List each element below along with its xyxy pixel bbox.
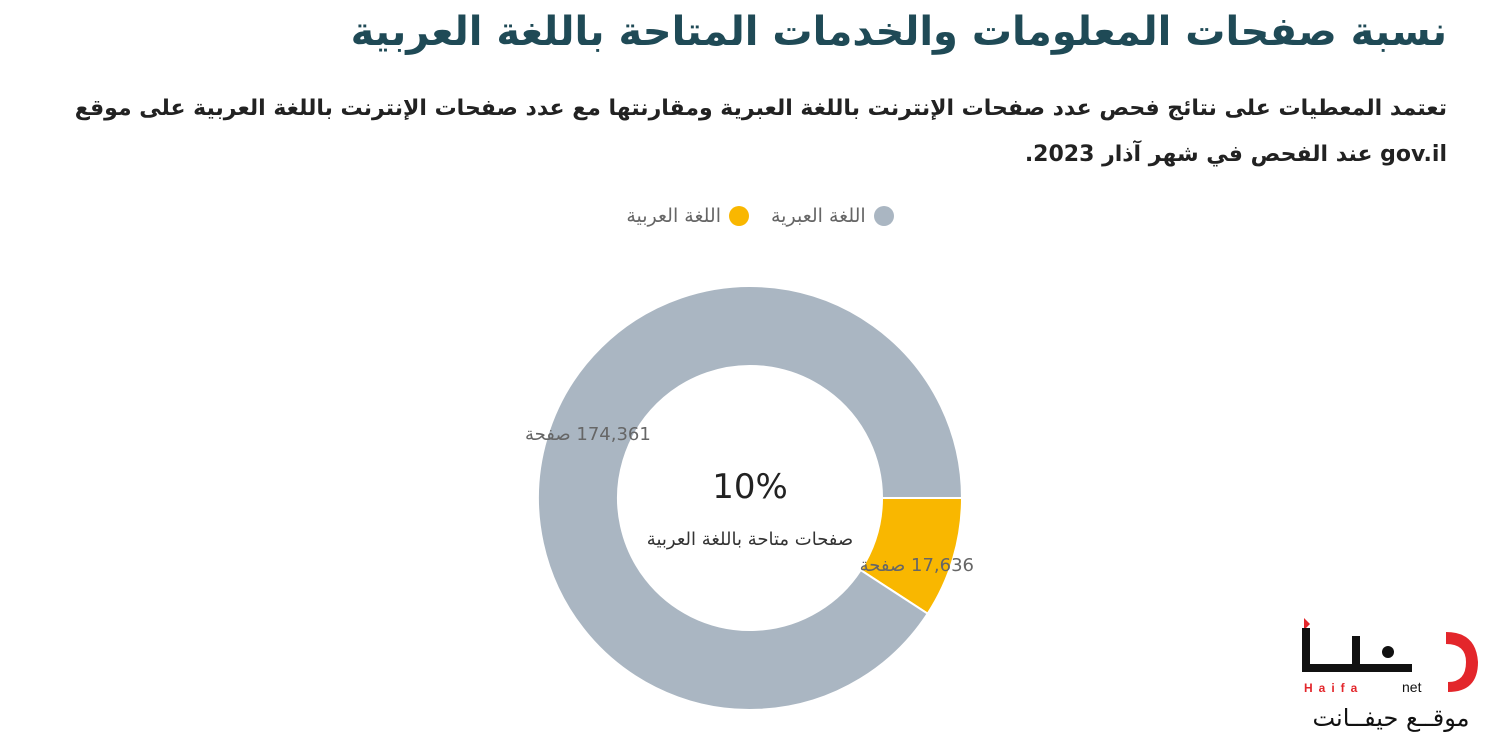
- chart-legend: اللغة العبرية اللغة العربية: [560, 198, 960, 234]
- legend-label-arabic: اللغة العربية: [626, 205, 721, 227]
- logo-red-hook: [1446, 632, 1478, 692]
- center-percentage: 10%: [712, 467, 788, 507]
- logo-red-mark: [1304, 618, 1310, 630]
- donut-slices: [537, 285, 964, 711]
- chart-description: تعتمد المعطيات على نتائج فحص عدد صفحات ا…: [74, 96, 1447, 167]
- legend-item-hebrew[interactable]: اللغة العبرية: [771, 205, 894, 227]
- logo-stroke-1: [1302, 628, 1310, 672]
- logo-latin-text: Haifa: [1304, 681, 1363, 695]
- legend-item-arabic[interactable]: اللغة العربية: [626, 205, 749, 227]
- logo-caption: موقــع حيفــانت: [1312, 704, 1469, 732]
- legend-swatch-arabic: [729, 206, 749, 226]
- logo-stroke-2: [1302, 664, 1412, 672]
- data-label-hebrew: 174,361 صفحة: [525, 424, 651, 445]
- logo-net-text: net: [1402, 679, 1422, 695]
- legend-swatch-hebrew: [873, 206, 894, 226]
- haifanet-logo: Haifa net موقــع حيفــانت: [1302, 618, 1478, 732]
- page-title: نسبة صفحات المعلومات والخدمات المتاحة با…: [350, 9, 1447, 55]
- data-label-arabic: 17,636 صفحة: [860, 555, 974, 576]
- legend-label-hebrew: اللغة العبرية: [771, 205, 866, 227]
- logo-dot: [1382, 646, 1394, 658]
- logo-stroke-3: [1352, 636, 1360, 666]
- slice-hebrew[interactable]: [537, 285, 964, 711]
- center-label: صفحات متاحة باللغة العربية: [647, 529, 853, 550]
